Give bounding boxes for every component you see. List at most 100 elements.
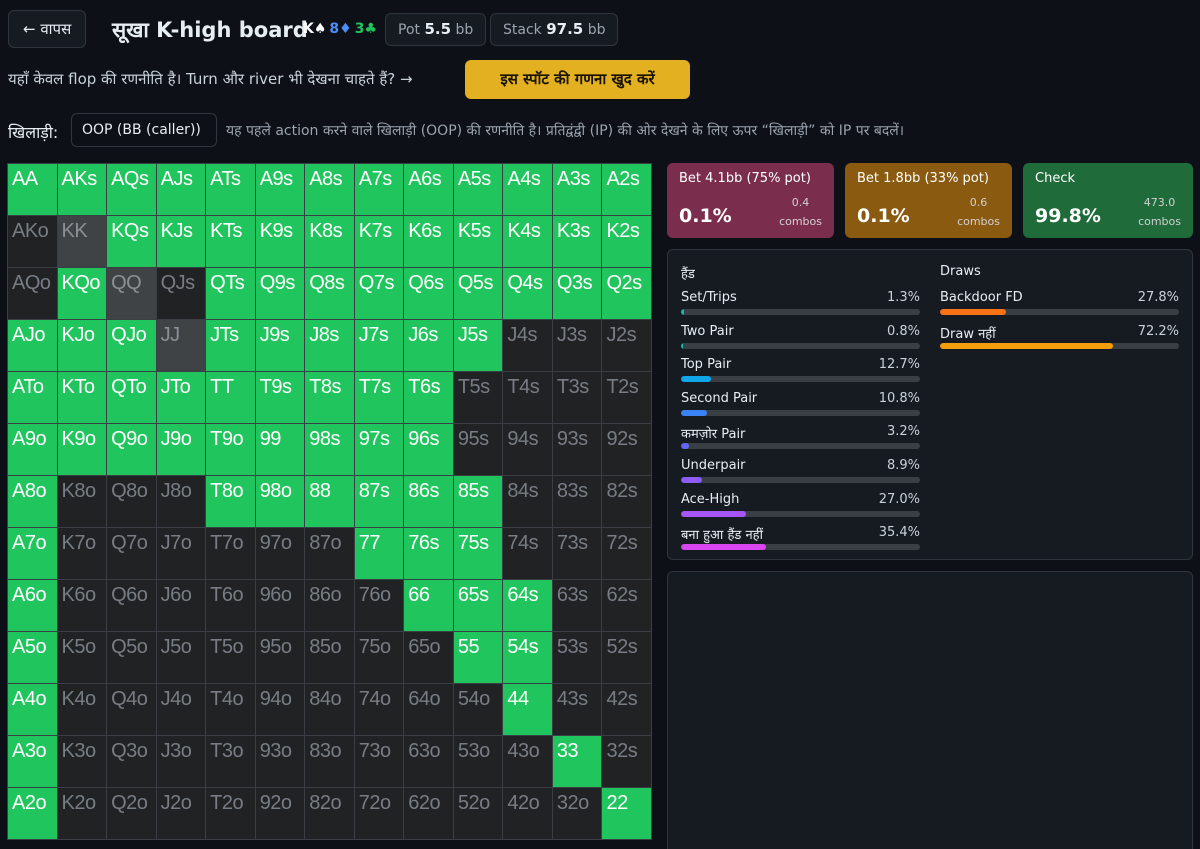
hand-cell-93s[interactable]: 93s xyxy=(552,424,602,475)
hand-cell-KQo[interactable]: KQo xyxy=(57,268,107,319)
hand-cell-T9o[interactable]: T9o xyxy=(206,424,255,475)
hand-cell-AKo[interactable]: AKo xyxy=(8,216,57,267)
hand-cell-K9s[interactable]: K9s xyxy=(255,216,305,267)
hand-cell-55[interactable]: 55 xyxy=(453,632,503,683)
hand-cell-52s[interactable]: 52s xyxy=(602,632,651,683)
hand-cell-A6o[interactable]: A6o xyxy=(8,580,57,631)
hand-cell-Q2s[interactable]: Q2s xyxy=(602,268,651,319)
hand-cell-75o[interactable]: 75o xyxy=(354,632,404,683)
hand-cell-Q4s[interactable]: Q4s xyxy=(503,268,552,319)
hand-cell-Q4o[interactable]: Q4o xyxy=(107,684,156,735)
hand-cell-ATs[interactable]: ATs xyxy=(206,164,255,215)
hand-cell-J7o[interactable]: J7o xyxy=(156,528,206,579)
hand-cell-Q5o[interactable]: Q5o xyxy=(107,632,156,683)
hand-cell-99[interactable]: 99 xyxy=(255,424,305,475)
hand-cell-85s[interactable]: 85s xyxy=(453,476,503,527)
hand-cell-95s[interactable]: 95s xyxy=(453,424,503,475)
hand-cell-Q7o[interactable]: Q7o xyxy=(107,528,156,579)
hand-cell-96s[interactable]: 96s xyxy=(404,424,453,475)
hand-cell-A4o[interactable]: A4o xyxy=(8,684,57,735)
hand-cell-Q8s[interactable]: Q8s xyxy=(305,268,354,319)
hand-cell-A9o[interactable]: A9o xyxy=(8,424,57,475)
hand-cell-92o[interactable]: 92o xyxy=(255,788,305,839)
hand-cell-Q8o[interactable]: Q8o xyxy=(107,476,156,527)
hand-cell-62o[interactable]: 62o xyxy=(404,788,453,839)
hand-cell-A5o[interactable]: A5o xyxy=(8,632,57,683)
hand-cell-87o[interactable]: 87o xyxy=(305,528,354,579)
hand-cell-ATo[interactable]: ATo xyxy=(8,372,57,423)
hand-cell-42o[interactable]: 42o xyxy=(503,788,552,839)
hand-cell-T7s[interactable]: T7s xyxy=(354,372,404,423)
hand-cell-32o[interactable]: 32o xyxy=(552,788,602,839)
hand-cell-32s[interactable]: 32s xyxy=(602,736,651,787)
hand-cell-K8s[interactable]: K8s xyxy=(305,216,354,267)
hand-cell-64s[interactable]: 64s xyxy=(503,580,552,631)
hand-cell-94s[interactable]: 94s xyxy=(503,424,552,475)
hand-cell-33[interactable]: 33 xyxy=(552,736,602,787)
hand-cell-J3s[interactable]: J3s xyxy=(552,320,602,371)
hand-cell-94o[interactable]: 94o xyxy=(255,684,305,735)
hand-cell-73o[interactable]: 73o xyxy=(354,736,404,787)
hand-cell-J9s[interactable]: J9s xyxy=(255,320,305,371)
hand-cell-63s[interactable]: 63s xyxy=(552,580,602,631)
hand-cell-52o[interactable]: 52o xyxy=(453,788,503,839)
hand-cell-AQo[interactable]: AQo xyxy=(8,268,57,319)
hand-cell-83s[interactable]: 83s xyxy=(552,476,602,527)
hand-cell-AQs[interactable]: AQs xyxy=(107,164,156,215)
hand-cell-87s[interactable]: 87s xyxy=(354,476,404,527)
hand-cell-Q9s[interactable]: Q9s xyxy=(255,268,305,319)
hand-cell-72s[interactable]: 72s xyxy=(602,528,651,579)
hand-cell-54o[interactable]: 54o xyxy=(453,684,503,735)
hand-cell-Q2o[interactable]: Q2o xyxy=(107,788,156,839)
hand-cell-76o[interactable]: 76o xyxy=(354,580,404,631)
hand-cell-Q9o[interactable]: Q9o xyxy=(107,424,156,475)
action-card-check[interactable]: Check 99.8% 473.0 combos xyxy=(1023,163,1193,238)
hand-cell-73s[interactable]: 73s xyxy=(552,528,602,579)
hand-cell-AKs[interactable]: AKs xyxy=(57,164,107,215)
hand-cell-96o[interactable]: 96o xyxy=(255,580,305,631)
hand-cell-J2s[interactable]: J2s xyxy=(602,320,651,371)
hand-cell-77[interactable]: 77 xyxy=(354,528,404,579)
hand-cell-T8o[interactable]: T8o xyxy=(206,476,255,527)
hand-cell-A6s[interactable]: A6s xyxy=(404,164,453,215)
hand-cell-KK[interactable]: KK xyxy=(57,216,107,267)
hand-cell-97o[interactable]: 97o xyxy=(255,528,305,579)
hand-cell-K5o[interactable]: K5o xyxy=(57,632,107,683)
hand-cell-K6o[interactable]: K6o xyxy=(57,580,107,631)
hand-cell-A2o[interactable]: A2o xyxy=(8,788,57,839)
hand-cell-Q3s[interactable]: Q3s xyxy=(552,268,602,319)
back-button[interactable]: ← वापस xyxy=(8,10,87,48)
hand-cell-43o[interactable]: 43o xyxy=(503,736,552,787)
hand-cell-AJo[interactable]: AJo xyxy=(8,320,57,371)
hand-cell-65o[interactable]: 65o xyxy=(404,632,453,683)
hand-cell-T7o[interactable]: T7o xyxy=(206,528,255,579)
hand-cell-T8s[interactable]: T8s xyxy=(305,372,354,423)
hand-cell-J4o[interactable]: J4o xyxy=(156,684,206,735)
hand-cell-A3o[interactable]: A3o xyxy=(8,736,57,787)
hand-cell-75s[interactable]: 75s xyxy=(453,528,503,579)
hand-cell-42s[interactable]: 42s xyxy=(602,684,651,735)
hand-cell-A5s[interactable]: A5s xyxy=(453,164,503,215)
hand-cell-86s[interactable]: 86s xyxy=(404,476,453,527)
hand-cell-J4s[interactable]: J4s xyxy=(503,320,552,371)
hand-cell-QQ[interactable]: QQ xyxy=(107,268,156,319)
hand-cell-65s[interactable]: 65s xyxy=(453,580,503,631)
hand-cell-QTs[interactable]: QTs xyxy=(206,268,255,319)
hand-cell-J2o[interactable]: J2o xyxy=(156,788,206,839)
hand-cell-T9s[interactable]: T9s xyxy=(255,372,305,423)
hand-cell-53o[interactable]: 53o xyxy=(453,736,503,787)
hand-cell-74s[interactable]: 74s xyxy=(503,528,552,579)
hand-cell-K9o[interactable]: K9o xyxy=(57,424,107,475)
hand-cell-K8o[interactable]: K8o xyxy=(57,476,107,527)
hand-cell-J6s[interactable]: J6s xyxy=(404,320,453,371)
hand-cell-A4s[interactable]: A4s xyxy=(503,164,552,215)
hand-cell-76s[interactable]: 76s xyxy=(404,528,453,579)
hand-cell-83o[interactable]: 83o xyxy=(305,736,354,787)
hand-cell-Q3o[interactable]: Q3o xyxy=(107,736,156,787)
hand-cell-82s[interactable]: 82s xyxy=(602,476,651,527)
hand-cell-A9s[interactable]: A9s xyxy=(255,164,305,215)
hand-cell-63o[interactable]: 63o xyxy=(404,736,453,787)
hand-cell-KJs[interactable]: KJs xyxy=(156,216,206,267)
hand-cell-A7o[interactable]: A7o xyxy=(8,528,57,579)
hand-cell-Q6o[interactable]: Q6o xyxy=(107,580,156,631)
